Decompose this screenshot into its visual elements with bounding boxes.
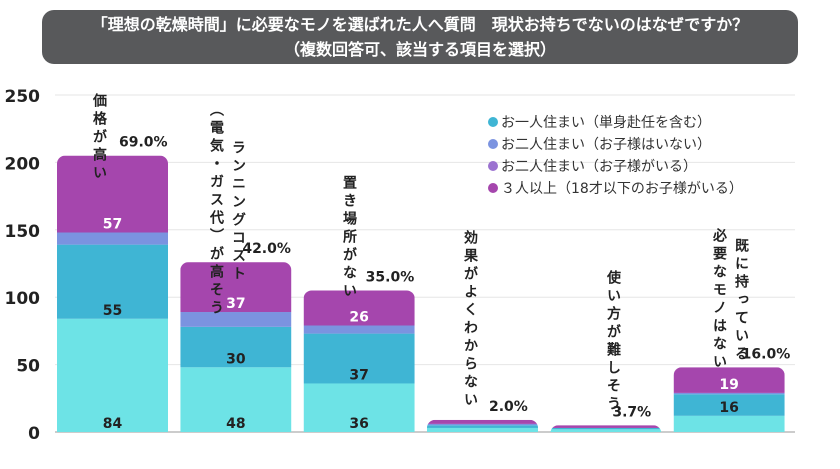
legend-item: お二人住まい（お子様がいる）	[488, 156, 743, 178]
bar-segment	[303, 333, 415, 384]
legend-label: お一人住まい（単身赴任を含む）	[501, 115, 711, 131]
bar-segment	[180, 367, 292, 432]
percent-label: 35.0%	[366, 269, 415, 285]
bar-segment	[303, 383, 415, 432]
percent-label: 16.0%	[742, 346, 791, 362]
segment-value-label: 37	[226, 296, 245, 312]
bar-segment	[427, 423, 538, 426]
y-tick-label: 50	[16, 357, 40, 377]
percent-label: 3.7%	[612, 404, 651, 420]
segment-value-label: 37	[349, 367, 368, 383]
legend-item: お一人住まい（単身赴任を含む）	[488, 112, 743, 134]
percent-label: 69.0%	[119, 135, 168, 151]
bar-segment	[673, 392, 785, 395]
category-label: 既に持っている	[733, 238, 749, 364]
bar-segment	[427, 419, 538, 424]
bar-segment	[673, 367, 785, 393]
category-label: ランニングコスト	[230, 140, 246, 284]
percent-label: 2.0%	[489, 399, 528, 415]
legend-label: ３人以上（18才以下のお子様がいる）	[501, 181, 743, 197]
title-line-2: （複数回答可、該当する項目を選択）	[283, 40, 556, 59]
segment-value-label: 57	[103, 216, 122, 232]
segment-value-label: 16	[719, 400, 738, 416]
bar-segment	[180, 262, 292, 313]
legend-swatch	[488, 117, 498, 127]
bar-segment	[303, 290, 415, 326]
y-tick-label: 0	[28, 424, 40, 444]
bar-segment	[427, 427, 538, 432]
bar-segment	[673, 394, 785, 416]
legend-item: お二人住まい（お子様はいない）	[488, 134, 743, 156]
segment-value-label: 19	[719, 377, 738, 393]
y-tick-label: 250	[5, 87, 41, 107]
title-line-1: 「理想の乾燥時間」に必要なモノを選ばれた人へ質問 現状お持ちでないのはなぜですか…	[91, 15, 749, 34]
category-label: （電気・ガス代）が高そう	[208, 102, 224, 318]
legend-label: お二人住まい（お子様がいる）	[501, 159, 697, 175]
bar-segment	[673, 415, 785, 432]
legend-item: ３人以上（18才以下のお子様がいる）	[488, 178, 743, 200]
category-label: 置き場所がない	[341, 175, 357, 301]
segment-value-label: 36	[349, 416, 368, 432]
bar-segment	[57, 232, 168, 245]
bar-segment	[303, 325, 415, 334]
segment-value-label: 55	[103, 303, 122, 319]
legend-swatch	[488, 183, 498, 193]
category-label: 使い方が難しそう	[605, 270, 621, 414]
y-tick-label: 100	[5, 289, 41, 309]
bar-segment	[550, 427, 662, 430]
bar-segment	[180, 326, 292, 368]
bar-segment	[550, 429, 662, 432]
segment-value-label: 84	[103, 416, 123, 432]
legend-swatch	[488, 161, 498, 171]
bar-segment	[57, 318, 168, 432]
segment-value-label: 26	[349, 310, 368, 326]
category-label: 価格が高い	[91, 93, 107, 183]
category-label: 効果がよくわからない	[462, 230, 478, 410]
y-tick-label: 200	[5, 154, 41, 174]
percent-label: 42.0%	[242, 241, 291, 257]
bar-segment	[57, 244, 168, 319]
chart-title: 「理想の乾燥時間」に必要なモノを選ばれた人へ質問 現状お持ちでないのはなぜですか…	[42, 10, 798, 64]
legend: お一人住まい（単身赴任を含む） お二人住まい（お子様はいない） お二人住まい（お子様…	[488, 112, 743, 200]
bar-segment	[427, 425, 538, 428]
y-tick-label: 150	[5, 222, 41, 242]
legend-swatch	[488, 139, 498, 149]
legend-label: お二人住まい（お子様はいない）	[501, 137, 711, 153]
segment-value-label: 30	[226, 351, 246, 367]
bar-segment	[57, 155, 168, 233]
bar-segment	[550, 425, 662, 428]
category-label: 必要なモノはない	[711, 228, 727, 372]
bar-segment	[180, 312, 292, 327]
segment-value-label: 48	[226, 416, 245, 432]
